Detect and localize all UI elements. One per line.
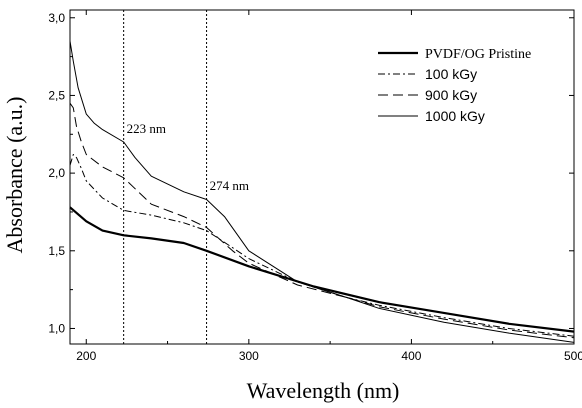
y-tick-label: 1,0	[48, 321, 65, 335]
reference-lines: 223 nm 274 nm	[123, 10, 249, 344]
y-tick-label: 2,0	[48, 166, 65, 180]
reference-line-label: 223 nm	[127, 121, 166, 136]
y-tick-label: 3,0	[48, 11, 65, 25]
series-layer	[69, 41, 575, 343]
x-axis-title: Wavelength (nm)	[247, 378, 400, 403]
y-tick-label: 2,5	[48, 88, 65, 102]
y-axis-title: Absorbance (a.u.)	[2, 97, 27, 254]
x-tick-label: 500	[564, 349, 582, 363]
x-tick-label: 200	[76, 349, 96, 363]
plot-frame	[69, 9, 575, 345]
series-line	[69, 102, 575, 339]
x-tick-label: 300	[239, 349, 259, 363]
x-tick-label: 400	[401, 349, 421, 363]
series-line	[69, 206, 575, 333]
legend-label: PVDF/OG Pristine	[425, 47, 531, 62]
reference-line-label: 274 nm	[210, 178, 249, 193]
legend-label: 1000 kGy	[425, 108, 485, 124]
legend-label: 100 kGy	[425, 66, 477, 82]
legend-label: 900 kGy	[425, 87, 477, 103]
series-line	[69, 154, 575, 337]
legend: PVDF/OG Pristine 100 kGy 900 kGy 1000 kGy	[378, 47, 531, 124]
ticks-layer: 200 300 400 500 1,0 1,5 2,0 2,5 3,0	[48, 10, 582, 363]
y-tick-label: 1,5	[48, 244, 65, 258]
series-line	[69, 41, 575, 343]
plot-border	[69, 9, 575, 345]
